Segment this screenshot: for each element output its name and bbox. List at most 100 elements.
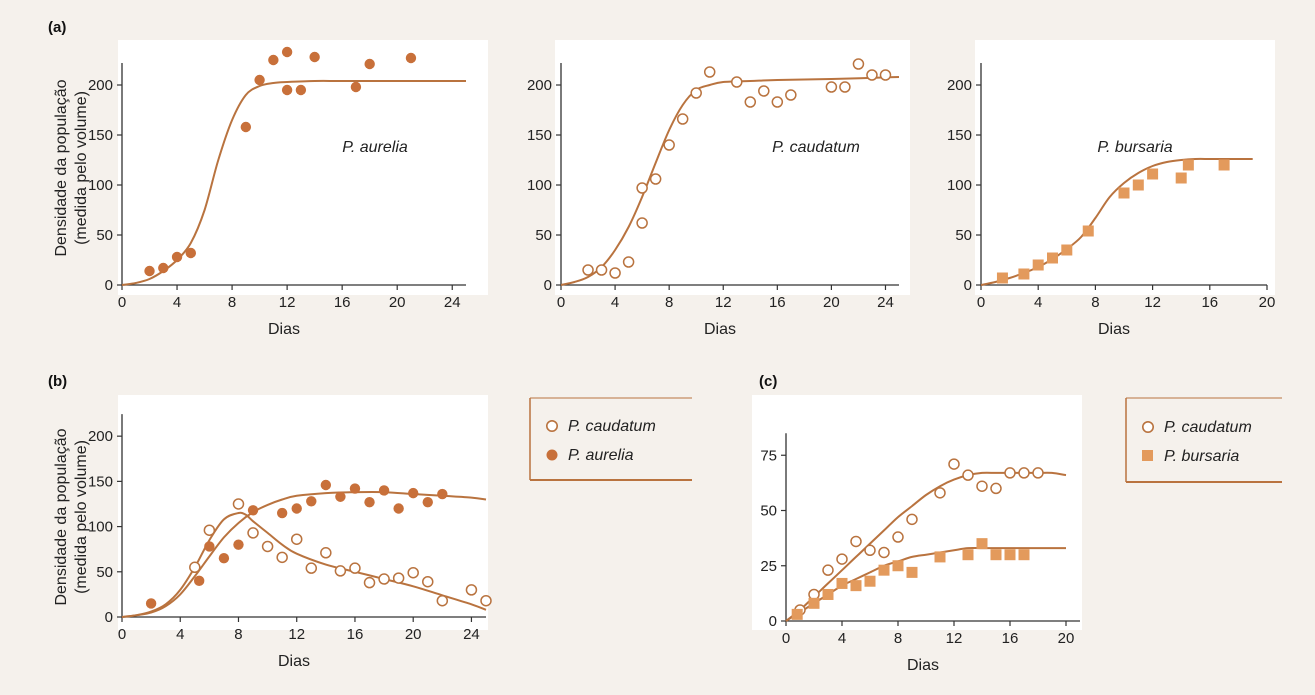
chart-a3-point-p-bursaria xyxy=(1175,172,1187,184)
legend-b-label-aurelia: P. aurelia xyxy=(568,447,634,464)
chart-a3-point-p-bursaria xyxy=(1082,225,1094,237)
chart-a3-point-p-bursaria xyxy=(1047,252,1058,264)
chart-b-point-p-caudatum xyxy=(276,551,288,564)
chart-a1-y-tick-label: 150 xyxy=(88,127,113,144)
chart-a2-point-p-caudatum xyxy=(771,96,784,108)
chart-b-point-p-caudatum xyxy=(232,498,245,510)
chart-a1-point-p-aurelia xyxy=(309,51,320,63)
chart-b-x-tick-label: 24 xyxy=(463,626,480,643)
chart-b-point-p-aurelia xyxy=(145,598,157,609)
chart-c-point-p-bursaria xyxy=(976,538,988,550)
chart-a3-point-p-bursaria xyxy=(1118,187,1130,199)
chart-a3-x-tick-label: 12 xyxy=(1144,294,1161,311)
chart-c-point-p-caudatum xyxy=(878,546,890,559)
chart-a3-y-tick-label: 150 xyxy=(947,127,972,144)
ylabel-a-line1: Densidade da população xyxy=(53,79,70,256)
chart-a3-point-p-bursaria xyxy=(1132,179,1144,191)
chart-a1-point-p-aurelia xyxy=(158,262,169,274)
chart-a1-fit-curve-1 xyxy=(121,79,466,286)
chart-c-point-p-bursaria xyxy=(1004,549,1016,561)
chart-c-point-p-caudatum xyxy=(864,544,876,557)
chart-a1-point-p-aurelia xyxy=(240,121,252,133)
chart-a3-point-p-bursaria xyxy=(1061,244,1073,256)
chart-c-x-tick-label: 12 xyxy=(946,630,963,647)
ylabel-b-line1: Densidade da população xyxy=(53,428,70,605)
chart-c-point-p-caudatum xyxy=(850,535,862,548)
legend-c-label-caudatum: P. caudatum xyxy=(1164,419,1252,436)
chart-c-point-p-bursaria xyxy=(990,549,1002,561)
chart-c-point-p-bursaria xyxy=(878,564,890,576)
chart-c-y-tick-label: 0 xyxy=(769,613,777,630)
chart-b-point-p-aurelia xyxy=(320,479,332,491)
chart-b-point-p-caudatum xyxy=(363,576,376,589)
chart-a3-species-label: P. bursaria xyxy=(1097,139,1172,156)
chart-b-xlabel: Dias xyxy=(278,653,310,670)
chart-a1-xlabel: Dias xyxy=(268,321,300,338)
chart-a3-point-p-bursaria xyxy=(1218,159,1230,171)
chart-c-point-p-caudatum xyxy=(836,553,848,565)
chart-c-xlabel: Dias xyxy=(907,657,939,674)
chart-a3-point-p-bursaria xyxy=(1018,268,1030,280)
legend-c-open-circle-marker xyxy=(1142,420,1155,433)
chart-b-fit-curve-1 xyxy=(121,511,487,618)
chart-b-point-p-aurelia xyxy=(393,503,404,514)
chart-b-point-p-caudatum xyxy=(261,540,274,553)
chart-b-point-p-aurelia xyxy=(378,485,390,496)
chart-c-y-tick-label: 50 xyxy=(760,503,777,520)
chart-a1-x-tick-label: 0 xyxy=(118,294,126,311)
chart-p-caudatum: 0 4 8 12 16 20 24 0 50 100 150 200 Dias P. caudatum xyxy=(527,58,900,338)
chart-c-point-p-caudatum xyxy=(822,564,834,576)
chart-b-x-tick-label: 16 xyxy=(347,626,364,643)
chart-a2-point-p-caudatum xyxy=(785,89,797,101)
chart-c-point-p-caudatum xyxy=(906,513,918,526)
chart-b-point-p-aurelia xyxy=(335,491,346,502)
legend-b-filled-circle-marker xyxy=(546,449,558,461)
chart-b-point-p-aurelia xyxy=(193,575,205,587)
chart-a2-point-p-caudatum xyxy=(839,81,851,93)
chart-c-point-p-caudatum xyxy=(990,482,1002,495)
chart-c-point-p-caudatum xyxy=(1032,467,1044,479)
chart-c-point-p-bursaria xyxy=(934,551,946,563)
chart-b-point-p-caudatum xyxy=(189,561,201,574)
chart-a1-y-tick-label: 100 xyxy=(88,177,113,194)
chart-a1-point-p-aurelia xyxy=(185,247,196,259)
chart-a2-point-p-caudatum xyxy=(690,87,702,99)
chart-a1-point-p-aurelia xyxy=(254,74,265,86)
panel-a1-background xyxy=(118,40,488,295)
chart-a2-x-tick-label: 8 xyxy=(665,294,673,311)
chart-a1-point-p-aurelia xyxy=(281,46,293,58)
chart-a1-species-label: P. aurelia xyxy=(342,139,408,156)
chart-b-point-p-aurelia xyxy=(422,496,433,508)
chart-c-point-p-bursaria xyxy=(822,588,834,600)
chart-a3-x-tick-label: 8 xyxy=(1091,294,1099,311)
chart-a2-x-tick-label: 24 xyxy=(877,294,894,311)
chart-c-point-p-caudatum xyxy=(892,531,904,543)
chart-a1-point-p-aurelia xyxy=(171,251,183,263)
chart-b-point-p-aurelia xyxy=(437,488,448,500)
chart-b-point-p-aurelia xyxy=(276,507,288,519)
chart-a2-y-tick-label: 150 xyxy=(527,127,552,144)
chart-b-point-p-aurelia xyxy=(233,539,244,550)
chart-c-x-tick-label: 20 xyxy=(1058,630,1075,647)
chart-b-y-tick-label: 0 xyxy=(105,609,113,626)
chart-b-y-tick-label: 100 xyxy=(88,519,113,536)
chart-a2-y-tick-label: 200 xyxy=(527,77,552,94)
chart-a2-y-tick-label: 50 xyxy=(535,227,552,244)
chart-a3-point-p-bursaria xyxy=(996,272,1008,284)
chart-b-point-p-caudatum xyxy=(436,594,449,607)
chart-a2-x-tick-label: 16 xyxy=(769,294,786,311)
chart-a2-point-p-caudatum xyxy=(703,66,716,78)
ylabel-a-line2: (medida pelo volume) xyxy=(73,91,90,245)
chart-b-x-tick-label: 4 xyxy=(176,626,184,643)
legend-b-open-circle-marker xyxy=(545,419,558,432)
chart-a3-point-p-bursaria xyxy=(1147,168,1159,180)
chart-a2-point-p-caudatum xyxy=(731,76,743,88)
panel-label-a: (a) xyxy=(48,19,66,36)
chart-c-y-tick-label: 75 xyxy=(760,447,777,464)
chart-a1-point-p-aurelia xyxy=(144,265,155,277)
chart-a3-point-p-bursaria xyxy=(1182,159,1194,171)
chart-a2-point-p-caudatum xyxy=(636,217,648,229)
chart-p-aurelia: 0 4 8 12 16 20 24 0 50 100 150 200 Dias P. aurelia xyxy=(88,46,466,338)
